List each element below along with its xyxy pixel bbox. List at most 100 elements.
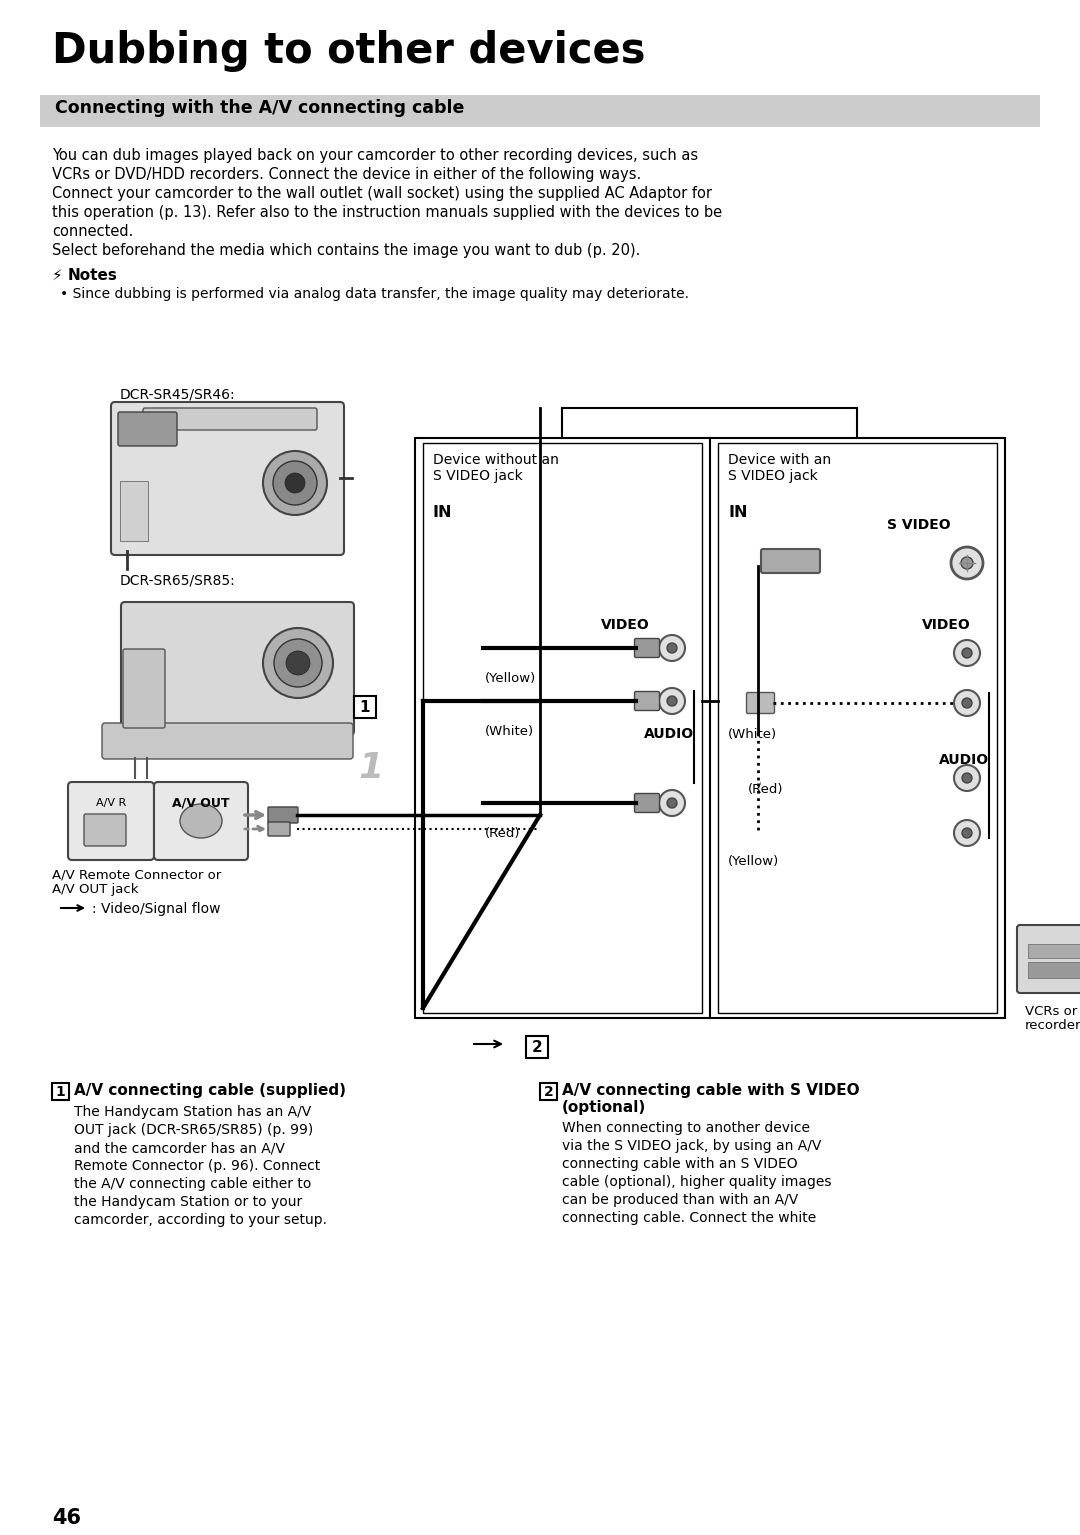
FancyBboxPatch shape [268, 807, 298, 823]
Text: VIDEO: VIDEO [922, 619, 971, 632]
Text: 1: 1 [360, 700, 370, 714]
Text: 1: 1 [56, 1085, 66, 1099]
Circle shape [954, 764, 980, 791]
Bar [415, 437, 1005, 1018]
Text: A/V connecting cable with S VIDEO
(optional): A/V connecting cable with S VIDEO (optio… [562, 1084, 860, 1116]
Text: Connecting with the A/V connecting cable: Connecting with the A/V connecting cable [55, 98, 464, 117]
Text: connecting cable with an S VIDEO: connecting cable with an S VIDEO [562, 1157, 798, 1171]
Text: Device with an
S VIDEO jack: Device with an S VIDEO jack [728, 453, 832, 484]
Circle shape [951, 546, 983, 579]
Bar [120, 480, 148, 540]
Bar [540, 1084, 557, 1101]
Circle shape [954, 691, 980, 715]
Circle shape [962, 774, 972, 783]
Text: VCRs or DVD/HDD recorders. Connect the device in either of the following ways.: VCRs or DVD/HDD recorders. Connect the d… [52, 167, 642, 183]
Text: (Red): (Red) [485, 827, 521, 840]
Text: (White): (White) [728, 728, 778, 741]
Text: AUDIO: AUDIO [939, 754, 989, 768]
Text: You can dub images played back on your camcorder to other recording devices, suc: You can dub images played back on your c… [52, 147, 698, 163]
FancyBboxPatch shape [746, 692, 774, 714]
Text: connecting cable. Connect the white: connecting cable. Connect the white [562, 1211, 816, 1225]
Text: cable (optional), higher quality images: cable (optional), higher quality images [562, 1174, 832, 1190]
Text: AUDIO: AUDIO [644, 728, 694, 741]
Bar [40, 95, 1040, 127]
Text: DCR-SR65/SR85:: DCR-SR65/SR85: [120, 573, 235, 586]
FancyBboxPatch shape [84, 814, 126, 846]
Circle shape [264, 451, 327, 516]
Text: can be produced than with an A/V: can be produced than with an A/V [562, 1193, 798, 1207]
Text: OUT jack (DCR-SR65/SR85) (p. 99): OUT jack (DCR-SR65/SR85) (p. 99) [75, 1124, 313, 1137]
FancyBboxPatch shape [154, 781, 248, 860]
Circle shape [667, 798, 677, 807]
Text: Notes: Notes [68, 269, 118, 282]
Text: (Yellow): (Yellow) [728, 855, 780, 867]
Circle shape [273, 460, 318, 505]
Text: camcorder, according to your setup.: camcorder, according to your setup. [75, 1213, 327, 1226]
Circle shape [274, 639, 322, 688]
Text: Dubbing to other devices: Dubbing to other devices [52, 31, 646, 72]
Text: (Yellow): (Yellow) [485, 672, 537, 685]
Text: 2: 2 [531, 1039, 542, 1055]
Circle shape [962, 648, 972, 659]
Text: DCR-SR45/SR46:: DCR-SR45/SR46: [120, 388, 235, 402]
Text: A/V connecting cable (supplied): A/V connecting cable (supplied) [75, 1084, 346, 1098]
Text: • Since dubbing is performed via analog data transfer, the image quality may det: • Since dubbing is performed via analog … [60, 287, 689, 301]
Text: Connect your camcorder to the wall outlet (wall socket) using the supplied AC Ad: Connect your camcorder to the wall outle… [52, 186, 712, 201]
Text: 46: 46 [52, 1507, 81, 1527]
FancyBboxPatch shape [268, 823, 291, 837]
Circle shape [954, 640, 980, 666]
Text: VIDEO: VIDEO [602, 619, 650, 632]
FancyBboxPatch shape [635, 691, 660, 711]
Text: The Handycam Station has an A/V: The Handycam Station has an A/V [75, 1105, 311, 1119]
FancyBboxPatch shape [635, 794, 660, 812]
Text: A/V Remote Connector or
A/V OUT jack: A/V Remote Connector or A/V OUT jack [52, 867, 221, 896]
Text: IN: IN [433, 505, 453, 520]
Text: A/V OUT: A/V OUT [172, 797, 230, 809]
Circle shape [286, 651, 310, 675]
Circle shape [659, 688, 685, 714]
Bar [718, 444, 997, 1013]
Circle shape [962, 698, 972, 708]
Circle shape [285, 473, 305, 493]
Text: (Red): (Red) [748, 783, 783, 797]
Text: : Video/Signal flow: : Video/Signal flow [92, 903, 220, 916]
Circle shape [954, 820, 980, 846]
Text: Select beforehand the media which contains the image you want to dub (p. 20).: Select beforehand the media which contai… [52, 243, 640, 258]
Circle shape [962, 827, 972, 838]
Bar [1028, 962, 1080, 978]
FancyBboxPatch shape [121, 602, 354, 735]
FancyBboxPatch shape [111, 402, 345, 556]
Text: this operation (p. 13). Refer also to the instruction manuals supplied with the : this operation (p. 13). Refer also to th… [52, 206, 723, 220]
Circle shape [659, 791, 685, 817]
Text: VCRs or DVD/HDD
recorders: VCRs or DVD/HDD recorders [1025, 1004, 1080, 1032]
FancyBboxPatch shape [143, 408, 318, 430]
Ellipse shape [180, 804, 222, 838]
Text: Device without an
S VIDEO jack: Device without an S VIDEO jack [433, 453, 558, 484]
Circle shape [264, 628, 333, 698]
FancyBboxPatch shape [68, 781, 154, 860]
Bar [52, 1084, 69, 1101]
Bar [526, 1036, 548, 1058]
Bar [1028, 944, 1080, 958]
Circle shape [667, 695, 677, 706]
Text: When connecting to another device: When connecting to another device [562, 1121, 810, 1134]
FancyBboxPatch shape [1017, 926, 1080, 993]
Text: S VIDEO: S VIDEO [887, 517, 950, 533]
Circle shape [961, 557, 973, 569]
Bar [423, 444, 702, 1013]
FancyBboxPatch shape [635, 639, 660, 657]
Text: ⚡: ⚡ [52, 269, 63, 282]
Text: IN: IN [728, 505, 747, 520]
Circle shape [659, 635, 685, 662]
Text: the A/V connecting cable either to: the A/V connecting cable either to [75, 1177, 311, 1191]
Text: the Handycam Station or to your: the Handycam Station or to your [75, 1196, 302, 1210]
Text: (White): (White) [485, 725, 535, 738]
FancyBboxPatch shape [761, 550, 820, 573]
Text: connected.: connected. [52, 224, 133, 239]
Text: A/V R: A/V R [96, 798, 126, 807]
FancyBboxPatch shape [118, 411, 177, 447]
Text: via the S VIDEO jack, by using an A/V: via the S VIDEO jack, by using an A/V [562, 1139, 822, 1153]
FancyBboxPatch shape [102, 723, 353, 758]
Text: 1: 1 [357, 751, 383, 784]
Text: and the camcorder has an A/V: and the camcorder has an A/V [75, 1141, 285, 1154]
